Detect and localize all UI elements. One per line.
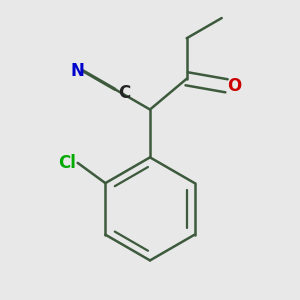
Text: C: C xyxy=(118,84,130,102)
Text: N: N xyxy=(70,62,85,80)
Text: Cl: Cl xyxy=(58,154,76,172)
Text: O: O xyxy=(227,77,241,95)
